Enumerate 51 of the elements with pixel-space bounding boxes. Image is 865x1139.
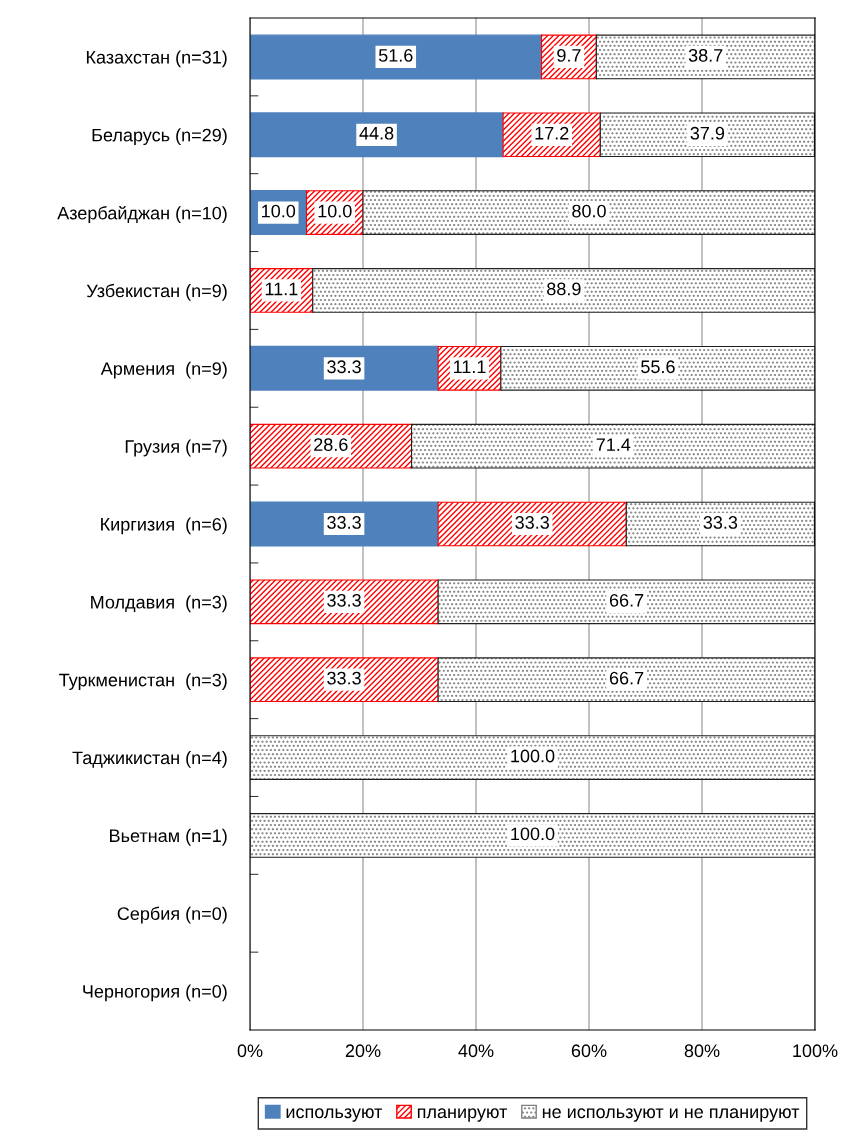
data-label: 38.7 xyxy=(688,48,723,62)
x-tick-label: 0% xyxy=(237,1044,263,1058)
legend-label: используют xyxy=(286,1108,383,1122)
data-label: 88.9 xyxy=(547,282,581,296)
legend-label: не используют и не планируют xyxy=(542,1108,800,1122)
y-tick-label: Казахстан (n=31) xyxy=(86,50,227,68)
y-tick-label: Сербия (n=0) xyxy=(117,906,227,924)
y-tick-label: Вьетнам (n=1) xyxy=(110,828,227,846)
x-tick-label: 60% xyxy=(571,1044,607,1058)
data-label: 37.9 xyxy=(690,126,725,140)
data-label: 10.0 xyxy=(262,204,296,218)
x-tick-label: 40% xyxy=(458,1044,494,1058)
data-label: 11.1 xyxy=(265,282,298,296)
data-label: 100.0 xyxy=(511,827,555,841)
y-tick-label: Грузия (n=7) xyxy=(125,439,227,457)
y-tick-label: Беларусь (n=29) xyxy=(92,128,227,146)
bar xyxy=(250,345,439,391)
x-tick-label: 100% xyxy=(793,1044,838,1058)
y-tick-label: Молдавия (n=3) xyxy=(91,595,227,613)
data-label: 10.0 xyxy=(318,204,352,218)
data-label: 33.3 xyxy=(327,671,361,685)
data-label: 33.3 xyxy=(327,593,361,607)
bar xyxy=(250,112,504,158)
data-label: 55.6 xyxy=(641,360,675,374)
bar xyxy=(250,34,543,80)
data-label: 28.6 xyxy=(314,438,348,451)
data-label: 33.3 xyxy=(703,516,738,529)
data-label: 17.2 xyxy=(535,126,569,140)
data-label: 33.3 xyxy=(515,516,549,529)
data-label: 66.7 xyxy=(609,671,644,685)
data-label: 51.6 xyxy=(378,48,413,62)
y-tick-label: Киргизия (n=6) xyxy=(101,517,227,535)
y-tick-label: Туркменистан (n=3) xyxy=(59,673,227,690)
y-tick-label: Азербайджан (n=10) xyxy=(57,205,227,224)
data-label: 100.0 xyxy=(511,749,555,763)
data-label: 80.0 xyxy=(572,204,606,218)
data-label: 9.7 xyxy=(557,48,581,62)
legend-label: планируют xyxy=(417,1108,508,1122)
data-label: 11.1 xyxy=(453,360,486,373)
data-label: 66.7 xyxy=(609,593,644,607)
y-tick-label: Черногория (n=0) xyxy=(83,984,227,1002)
y-tick-label: Таджикистан (n=4) xyxy=(72,751,227,768)
x-tick-label: 80% xyxy=(684,1044,720,1058)
data-label: 33.3 xyxy=(327,360,361,374)
data-label: 71.4 xyxy=(596,438,631,451)
y-tick-label: Армения (n=9) xyxy=(100,361,227,379)
bar xyxy=(250,501,439,547)
data-label: 33.3 xyxy=(327,516,361,529)
x-tick-label: 20% xyxy=(345,1044,381,1058)
y-tick-label: Узбекистан (n=9) xyxy=(86,283,227,301)
data-label: 44.8 xyxy=(359,126,394,140)
